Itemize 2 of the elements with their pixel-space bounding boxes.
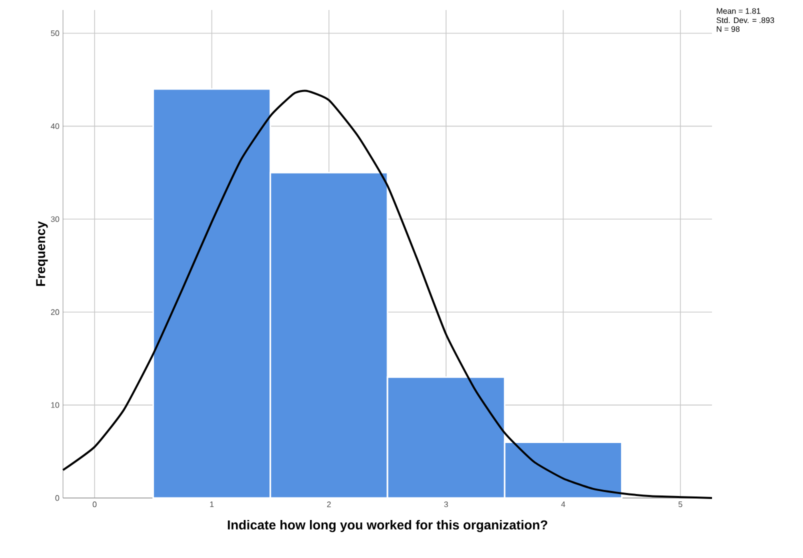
y-axis-title: Frequency [36, 221, 48, 286]
x-axis-title: Indicate how long you worked for this organization? [228, 520, 548, 532]
